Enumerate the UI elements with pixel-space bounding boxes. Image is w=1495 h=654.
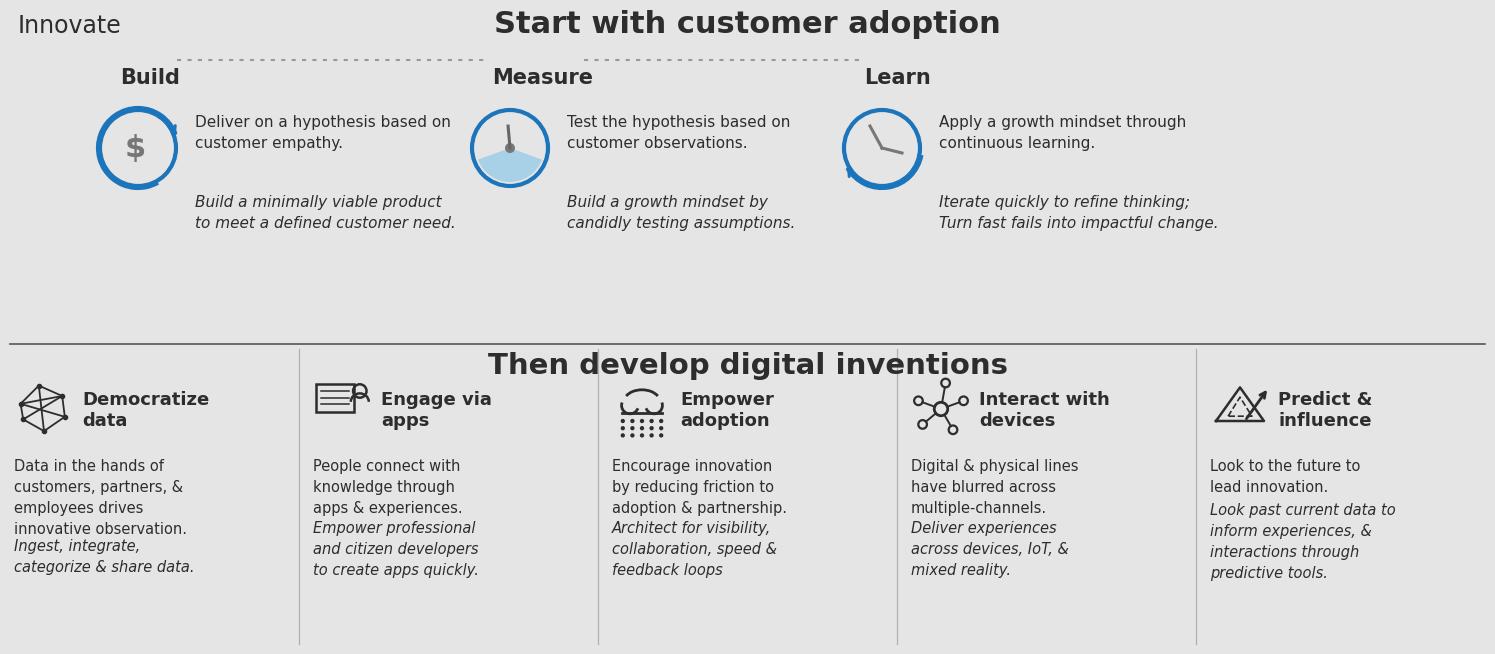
Text: Deliver on a hypothesis based on
customer empathy.: Deliver on a hypothesis based on custome…: [194, 115, 451, 151]
Text: Digital & physical lines
have blurred across
multiple-channels.: Digital & physical lines have blurred ac…: [910, 459, 1078, 516]
Text: Empower
adoption: Empower adoption: [680, 391, 774, 430]
Text: Test the hypothesis based on
customer observations.: Test the hypothesis based on customer ob…: [567, 115, 791, 151]
Circle shape: [659, 419, 664, 423]
Text: Data in the hands of
customers, partners, &
employees drives
innovative observat: Data in the hands of customers, partners…: [13, 459, 187, 537]
Text: Measure: Measure: [492, 68, 594, 88]
Circle shape: [649, 433, 653, 438]
Circle shape: [640, 426, 644, 430]
Circle shape: [505, 143, 514, 153]
Text: Architect for visibility,
collaboration, speed &
feedback loops: Architect for visibility, collaboration,…: [611, 521, 777, 578]
Text: Innovate: Innovate: [18, 14, 121, 38]
Circle shape: [659, 426, 664, 430]
Text: Iterate quickly to refine thinking;
Turn fast fails into impactful change.: Iterate quickly to refine thinking; Turn…: [939, 195, 1218, 231]
Circle shape: [640, 419, 644, 423]
Text: Build a minimally viable product
to meet a defined customer need.: Build a minimally viable product to meet…: [194, 195, 456, 231]
Text: Then develop digital inventions: Then develop digital inventions: [487, 352, 1008, 380]
Text: $: $: [124, 133, 145, 162]
Circle shape: [649, 419, 653, 423]
Circle shape: [631, 426, 634, 430]
Text: Encourage innovation
by reducing friction to
adoption & partnership.: Encourage innovation by reducing frictio…: [611, 459, 786, 516]
Circle shape: [631, 419, 634, 423]
Text: Democratize
data: Democratize data: [82, 391, 209, 430]
Text: Look past current data to
inform experiences, &
interactions through
predictive : Look past current data to inform experie…: [1209, 503, 1396, 581]
Text: Deliver experiences
across devices, IoT, &
mixed reality.: Deliver experiences across devices, IoT,…: [910, 521, 1069, 578]
Text: Apply a growth mindset through
continuous learning.: Apply a growth mindset through continuou…: [939, 115, 1186, 151]
Circle shape: [649, 426, 653, 430]
Circle shape: [640, 433, 644, 438]
Circle shape: [620, 419, 625, 423]
Text: Engage via
apps: Engage via apps: [381, 391, 492, 430]
Wedge shape: [478, 148, 543, 182]
Text: Build a growth mindset by
candidly testing assumptions.: Build a growth mindset by candidly testi…: [567, 195, 795, 231]
Circle shape: [620, 433, 625, 438]
Text: Start with customer adoption: Start with customer adoption: [495, 10, 1000, 39]
Text: Look to the future to
lead innovation.: Look to the future to lead innovation.: [1209, 459, 1360, 495]
Text: Empower professional
and citizen developers
to create apps quickly.: Empower professional and citizen develop…: [312, 521, 478, 578]
Text: Build: Build: [120, 68, 179, 88]
Text: Ingest, integrate,
categorize & share data.: Ingest, integrate, categorize & share da…: [13, 539, 194, 575]
Text: Interact with
devices: Interact with devices: [979, 391, 1109, 430]
Text: Learn: Learn: [864, 68, 931, 88]
Circle shape: [659, 433, 664, 438]
Circle shape: [620, 426, 625, 430]
Text: Predict &
influence: Predict & influence: [1278, 391, 1372, 430]
Text: People connect with
knowledge through
apps & experiences.: People connect with knowledge through ap…: [312, 459, 462, 516]
Circle shape: [631, 433, 634, 438]
